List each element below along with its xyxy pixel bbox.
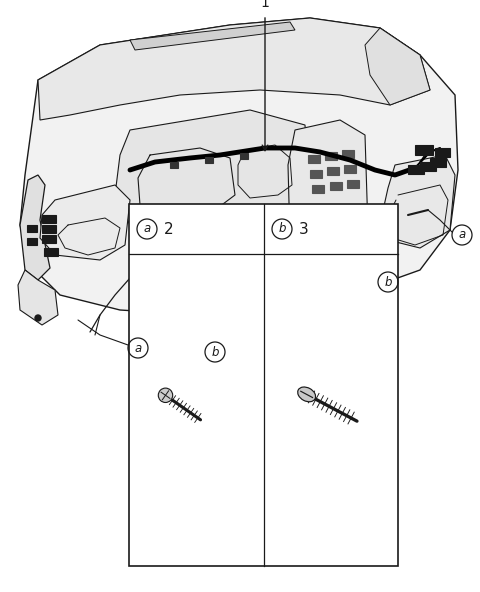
- Bar: [305, 270, 318, 278]
- Text: b: b: [211, 346, 219, 359]
- Bar: [42, 235, 56, 243]
- Bar: [330, 182, 342, 190]
- Bar: [327, 167, 339, 175]
- Polygon shape: [20, 175, 50, 280]
- Polygon shape: [382, 155, 455, 248]
- Bar: [435, 148, 450, 157]
- Polygon shape: [20, 18, 458, 315]
- Bar: [312, 300, 325, 308]
- Bar: [323, 280, 336, 288]
- Text: a: a: [458, 229, 466, 242]
- Text: 2: 2: [164, 221, 174, 236]
- Bar: [129, 204, 398, 566]
- Bar: [287, 350, 297, 356]
- Bar: [278, 350, 288, 356]
- Polygon shape: [288, 120, 368, 255]
- Circle shape: [158, 388, 173, 403]
- Polygon shape: [278, 250, 368, 330]
- Bar: [344, 165, 356, 173]
- Bar: [308, 155, 320, 163]
- Text: a: a: [144, 223, 151, 236]
- Text: b: b: [278, 223, 286, 236]
- Text: 1: 1: [261, 0, 269, 10]
- Polygon shape: [365, 28, 430, 105]
- Bar: [325, 152, 337, 160]
- Bar: [342, 150, 354, 158]
- Text: b: b: [384, 275, 392, 288]
- Bar: [205, 157, 213, 163]
- Bar: [312, 185, 324, 193]
- Bar: [300, 348, 310, 354]
- Bar: [335, 262, 348, 270]
- Bar: [308, 285, 321, 293]
- Bar: [42, 225, 56, 233]
- Bar: [420, 162, 436, 171]
- Polygon shape: [18, 270, 58, 325]
- Circle shape: [35, 315, 41, 321]
- Bar: [430, 158, 446, 167]
- Polygon shape: [130, 22, 295, 50]
- Bar: [408, 165, 424, 174]
- Bar: [415, 145, 433, 155]
- Bar: [27, 225, 37, 232]
- Polygon shape: [38, 18, 430, 120]
- Bar: [27, 238, 37, 245]
- Bar: [44, 248, 58, 256]
- Bar: [347, 180, 359, 188]
- Text: a: a: [134, 342, 142, 355]
- Bar: [338, 278, 351, 286]
- Bar: [240, 153, 248, 159]
- Bar: [170, 162, 178, 168]
- Polygon shape: [40, 185, 130, 260]
- Ellipse shape: [298, 387, 315, 402]
- Text: 3: 3: [299, 221, 309, 236]
- Bar: [327, 296, 340, 304]
- Bar: [42, 215, 56, 223]
- Bar: [310, 170, 322, 178]
- Polygon shape: [115, 110, 310, 235]
- Bar: [320, 265, 333, 273]
